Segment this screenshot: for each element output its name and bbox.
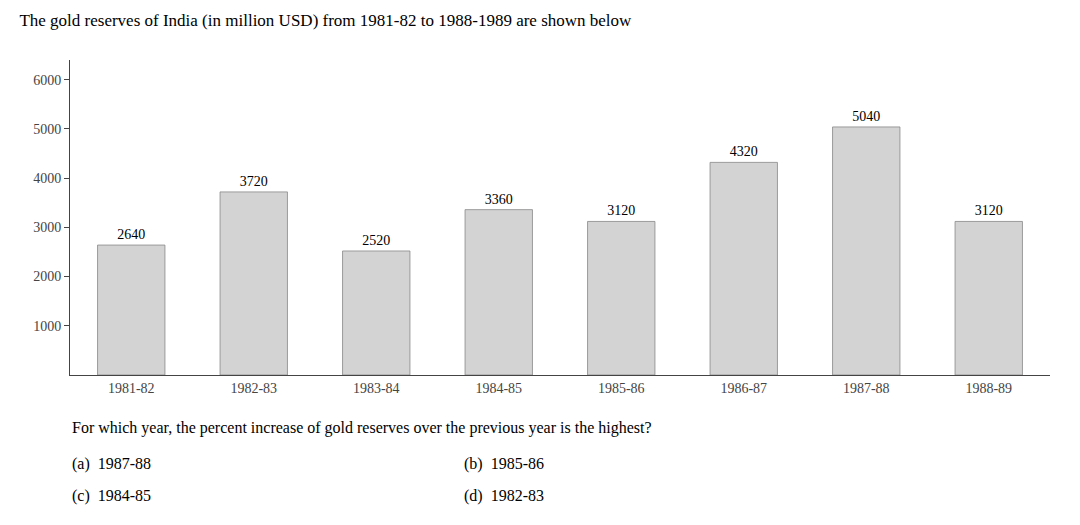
- svg-text:(a) 1987-88: (a) 1987-88: [72, 455, 151, 473]
- svg-text:4000: 4000: [33, 171, 61, 186]
- svg-text:1987-88: 1987-88: [843, 381, 890, 396]
- svg-text:1981-82: 1981-82: [108, 381, 155, 396]
- svg-text:3120: 3120: [975, 203, 1003, 218]
- svg-text:2640: 2640: [117, 227, 145, 242]
- svg-text:5000: 5000: [33, 122, 61, 137]
- svg-text:3120: 3120: [607, 203, 635, 218]
- svg-text:(b) 1985-86: (b) 1985-86: [464, 455, 544, 473]
- svg-text:2520: 2520: [362, 233, 390, 248]
- svg-text:6000: 6000: [33, 73, 61, 88]
- svg-text:For which year, the percent in: For which year, the percent increase of …: [72, 419, 652, 437]
- svg-text:4320: 4320: [730, 144, 758, 159]
- svg-text:1982-83: 1982-83: [230, 381, 277, 396]
- svg-text:(c) 1984-85: (c) 1984-85: [72, 487, 151, 505]
- svg-text:(d) 1982-83: (d) 1982-83: [464, 487, 544, 505]
- svg-text:3000: 3000: [33, 220, 61, 235]
- svg-text:1000: 1000: [33, 319, 61, 334]
- svg-text:3720: 3720: [240, 174, 268, 189]
- svg-text:The gold reserves of India (in: The gold reserves of India (in million U…: [19, 11, 632, 30]
- svg-text:1985-86: 1985-86: [598, 381, 645, 396]
- svg-text:1988-89: 1988-89: [965, 381, 1012, 396]
- svg-text:1983-84: 1983-84: [353, 381, 400, 396]
- svg-text:3360: 3360: [485, 192, 513, 207]
- svg-text:5040: 5040: [852, 109, 880, 124]
- svg-text:1986-87: 1986-87: [720, 381, 767, 396]
- svg-text:2000: 2000: [33, 269, 61, 284]
- svg-text:1984-85: 1984-85: [475, 381, 522, 396]
